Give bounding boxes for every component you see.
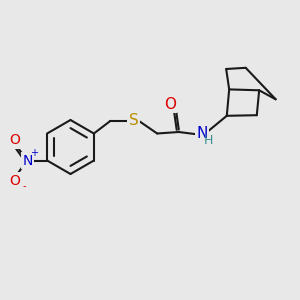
Text: N: N	[196, 126, 208, 141]
Text: +: +	[30, 148, 38, 158]
Text: S: S	[129, 113, 139, 128]
Text: O: O	[10, 134, 20, 147]
Text: -: -	[22, 181, 26, 191]
Text: H: H	[204, 134, 214, 148]
Text: N: N	[22, 154, 33, 167]
Text: O: O	[164, 97, 176, 112]
Text: O: O	[10, 174, 20, 188]
